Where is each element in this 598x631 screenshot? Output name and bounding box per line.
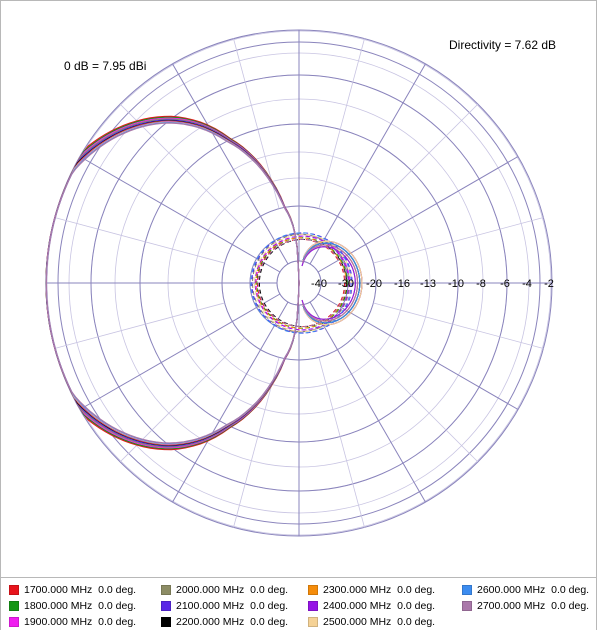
pattern-traces [45, 115, 363, 451]
radial-tick-labels: -40 -30 -20 -16 -13 -10 -8 -6 -4 -2 [311, 278, 554, 290]
grid-spoke-major [79, 156, 281, 273]
grid-spoke-minor [353, 103, 479, 229]
radial-tick-label: -40 [311, 278, 327, 290]
radial-tick-label: -20 [366, 278, 382, 290]
legend-label: 2500.000 MHz 0.0 deg. [323, 615, 436, 628]
radial-tick-label: -2 [544, 278, 554, 290]
radial-tick-label: -10 [448, 278, 464, 290]
series-crosspol-trace [257, 238, 347, 328]
grid-spoke-minor [318, 357, 365, 528]
legend-label: 2300.000 MHz 0.0 deg. [323, 583, 436, 596]
legend-label: 2600.000 MHz 0.0 deg. [477, 583, 590, 596]
grid-spoke-minor [373, 302, 544, 349]
grid-spoke-major [309, 301, 426, 503]
legend-item: 2200.000 MHz 0.0 deg. [161, 614, 288, 629]
legend-swatch [9, 600, 19, 611]
legend-item: 2500.000 MHz 0.0 deg. [308, 614, 435, 629]
legend-item: 2400.000 MHz 0.0 deg. [308, 598, 435, 613]
legend-item: 2000.000 MHz 0.0 deg. [161, 582, 288, 597]
radial-tick-label: -4 [522, 278, 532, 290]
grid-spoke-major [317, 156, 519, 273]
legend-swatch [308, 584, 318, 595]
grid-spoke-minor [54, 217, 225, 264]
legend-label: 2200.000 MHz 0.0 deg. [176, 615, 289, 628]
grid-spoke-minor [318, 38, 365, 209]
legend-item: 2700.000 MHz 0.0 deg. [462, 598, 589, 613]
legend-label: 1800.000 MHz 0.0 deg. [24, 599, 137, 612]
legend-item: 2100.000 MHz 0.0 deg. [161, 598, 288, 613]
radial-tick-label: -16 [394, 278, 410, 290]
directivity-label: Directivity = 7.62 dB [449, 38, 557, 52]
reference-level-label: 0 dB = 7.95 dBi [64, 59, 147, 73]
grid-spoke-major [172, 301, 289, 503]
legend-swatch [9, 584, 19, 595]
grid-spoke-minor [54, 302, 225, 349]
grid-spoke-major [172, 63, 289, 265]
legend-label: 2100.000 MHz 0.0 deg. [176, 599, 289, 612]
legend-swatch [308, 616, 318, 627]
grid-spoke-minor [353, 337, 479, 463]
series-crosspol-trace [250, 232, 352, 334]
legend: 1700.000 MHz 0.0 deg. 1800.000 MHz 0.0 de… [1, 577, 596, 630]
legend-label: 1700.000 MHz 0.0 deg. [24, 583, 137, 596]
legend-label: 2000.000 MHz 0.0 deg. [176, 583, 289, 596]
polar-plot: -40 -30 -20 -16 -13 -10 -8 -6 -4 -2 [45, 29, 554, 537]
series-crosspol-trace [254, 235, 350, 331]
grid-spoke-major [317, 293, 519, 410]
legend-item: 2600.000 MHz 0.0 deg. [462, 582, 589, 597]
legend-swatch [9, 616, 19, 627]
legend-item: 1900.000 MHz 0.0 deg. [9, 614, 136, 629]
series-main-lobe [45, 122, 300, 444]
radial-tick-label: -6 [500, 278, 510, 290]
grid-spoke-minor [373, 217, 544, 264]
series-back-lobe [302, 242, 361, 324]
legend-swatch [161, 584, 171, 595]
radial-tick-label: -8 [476, 278, 486, 290]
radial-tick-label: -30 [338, 278, 354, 290]
grid-spoke-major [79, 293, 281, 410]
legend-swatch [462, 584, 472, 595]
grid-spoke-major [309, 63, 426, 265]
legend-swatch [462, 600, 472, 611]
series-crosspol-trace [255, 237, 347, 329]
legend-label: 2400.000 MHz 0.0 deg. [323, 599, 436, 612]
legend-label: 1900.000 MHz 0.0 deg. [24, 615, 137, 628]
legend-item: 1700.000 MHz 0.0 deg. [9, 582, 136, 597]
legend-swatch [161, 600, 171, 611]
series-back-lobe [302, 244, 359, 322]
legend-swatch [308, 600, 318, 611]
legend-label: 2700.000 MHz 0.0 deg. [477, 599, 590, 612]
radial-tick-label: -13 [420, 278, 436, 290]
legend-swatch [161, 616, 171, 627]
legend-item: 2300.000 MHz 0.0 deg. [308, 582, 435, 597]
legend-item: 1800.000 MHz 0.0 deg. [9, 598, 136, 613]
